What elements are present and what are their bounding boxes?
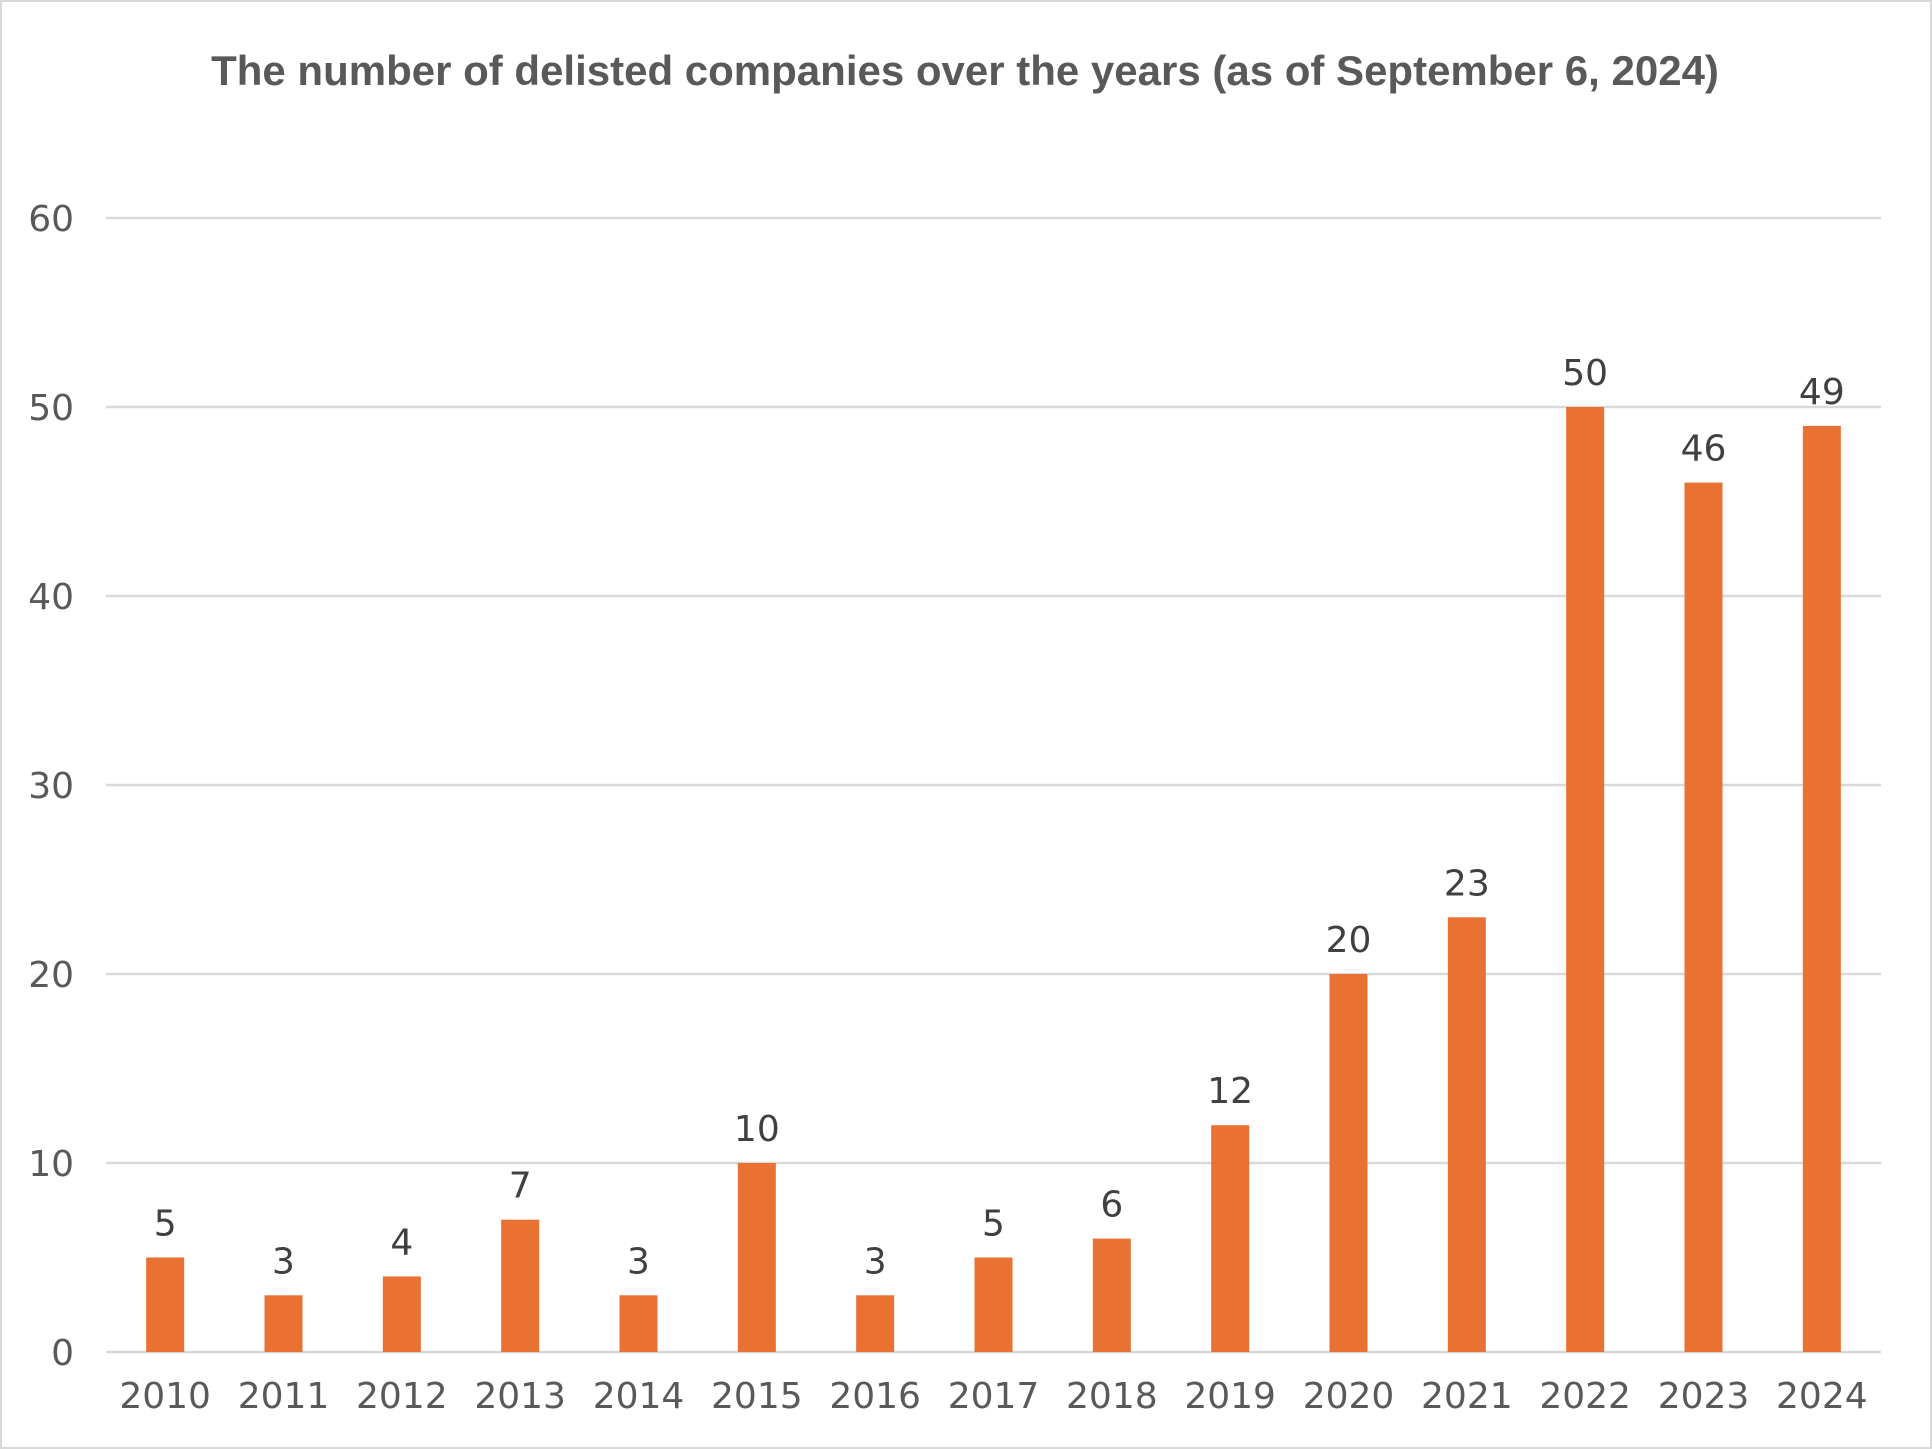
data-label: 6 — [1100, 1185, 1123, 1226]
bar-2010 — [146, 1257, 185, 1352]
chart-title: The number of delisted companies over th… — [211, 47, 1719, 94]
data-label: 3 — [627, 1241, 650, 1282]
bar-2020 — [1329, 974, 1368, 1352]
y-tick-label: 60 — [28, 199, 74, 240]
bar-2018 — [1092, 1238, 1131, 1352]
data-label: 49 — [1799, 372, 1845, 413]
bar-2014 — [619, 1295, 658, 1352]
bar-2011 — [264, 1295, 303, 1352]
y-tick-label: 20 — [28, 955, 74, 996]
data-labels: 5 3 4 7 3 10 3 5 6 12 20 23 50 46 49 — [154, 353, 1845, 1282]
data-label: 7 — [509, 1166, 532, 1207]
data-label: 10 — [734, 1109, 780, 1150]
x-tick-label: 2020 — [1303, 1376, 1395, 1417]
data-label: 12 — [1207, 1071, 1253, 1112]
x-tick-label: 2010 — [119, 1376, 211, 1417]
bar-2012 — [382, 1276, 421, 1352]
bar-2024 — [1802, 425, 1841, 1352]
bar-2019 — [1211, 1125, 1250, 1352]
data-label: 4 — [390, 1222, 413, 1263]
x-tick-label: 2012 — [356, 1376, 448, 1417]
x-tick-label: 2016 — [829, 1376, 921, 1417]
x-tick-label: 2018 — [1066, 1376, 1158, 1417]
x-tick-label: 2013 — [474, 1376, 566, 1417]
data-label: 3 — [864, 1241, 887, 1282]
data-label: 50 — [1562, 353, 1608, 394]
bar-2022 — [1566, 407, 1605, 1352]
x-tick-label: 2021 — [1421, 1376, 1513, 1417]
bar-2017 — [974, 1257, 1013, 1352]
y-tick-label: 10 — [28, 1144, 74, 1185]
gridlines — [106, 216, 1881, 1354]
x-tick-label: 2023 — [1658, 1376, 1750, 1417]
data-label: 5 — [154, 1204, 177, 1245]
x-tick-label: 2019 — [1184, 1376, 1276, 1417]
y-tick-label: 30 — [28, 766, 74, 807]
y-tick-label: 40 — [28, 577, 74, 618]
y-tick-label: 50 — [28, 388, 74, 429]
bar-2023 — [1684, 482, 1723, 1353]
bar-2016 — [856, 1295, 895, 1352]
x-tick-label: 2024 — [1776, 1376, 1868, 1417]
data-label: 5 — [982, 1204, 1005, 1245]
data-label: 3 — [272, 1241, 295, 1282]
y-axis-tick-labels: 0 10 20 30 40 50 60 — [28, 199, 74, 1374]
bar-2013 — [501, 1219, 540, 1352]
x-tick-label: 2017 — [948, 1376, 1040, 1417]
data-label: 46 — [1681, 429, 1727, 470]
x-tick-label: 2011 — [238, 1376, 330, 1417]
x-tick-label: 2022 — [1539, 1376, 1631, 1417]
x-tick-label: 2015 — [711, 1376, 803, 1417]
y-tick-label: 0 — [51, 1333, 74, 1374]
data-label: 20 — [1326, 920, 1372, 961]
data-label: 23 — [1444, 863, 1490, 904]
x-tick-label: 2014 — [593, 1376, 685, 1417]
x-axis-tick-labels: 2010 2011 2012 2013 2014 2015 2016 2017 2018 2019… — [119, 1376, 1867, 1417]
bars — [146, 407, 1841, 1353]
bar-2021 — [1447, 917, 1486, 1352]
bar-2015 — [737, 1163, 776, 1352]
